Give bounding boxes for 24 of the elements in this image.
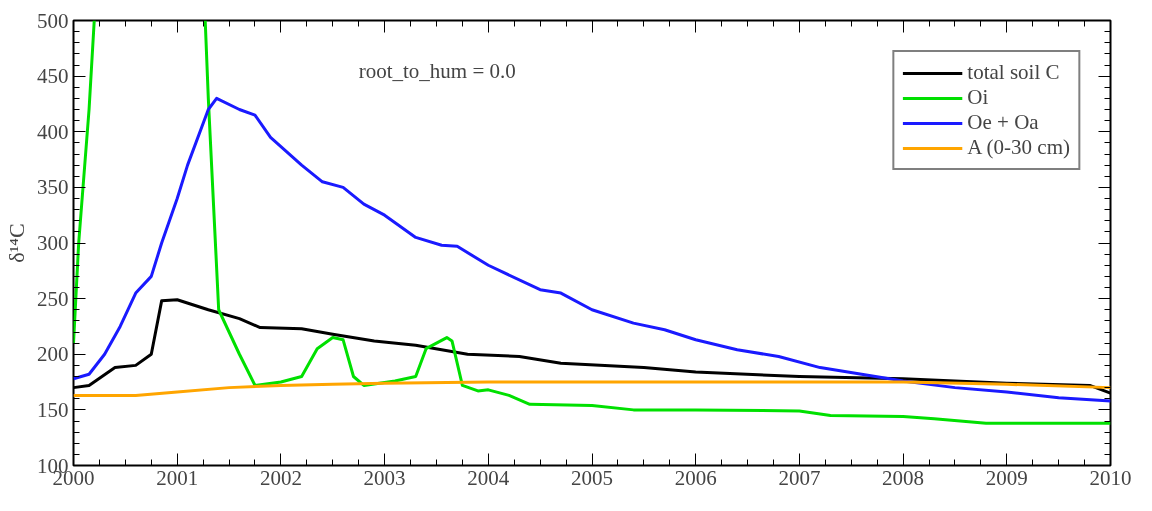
x-tick-label: 2003 — [363, 465, 406, 490]
x-tick-label: 2007 — [778, 465, 821, 490]
x-tick-label: 2002 — [259, 465, 302, 490]
y-tick-label: 150 — [37, 397, 69, 422]
legend-label: Oe + Oa — [967, 110, 1039, 135]
y-tick-label: 350 — [37, 175, 69, 200]
y-tick-label: 450 — [37, 64, 69, 89]
annotation: root_to_hum = 0.0 — [358, 58, 516, 83]
y-tick-label: 300 — [37, 231, 69, 255]
y-axis-title: δ¹⁴C — [4, 223, 29, 263]
legend-label: A (0-30 cm) — [967, 135, 1070, 160]
x-tick-label: 2009 — [985, 465, 1028, 490]
y-tick-label: 500 — [37, 8, 69, 33]
x-tick-label: 2010 — [1089, 465, 1132, 490]
x-tick-label: 2006 — [674, 465, 717, 490]
x-tick-label: 2005 — [571, 465, 613, 490]
y-tick-label: 250 — [37, 286, 69, 311]
y-tick-label: 400 — [37, 119, 69, 144]
legend-label: total soil C — [967, 60, 1060, 85]
x-tick-label: 2004 — [467, 465, 510, 490]
y-tick-label: 200 — [37, 342, 69, 367]
x-tick-label: 2008 — [882, 465, 925, 490]
legend-label: Oi — [967, 85, 989, 110]
x-tick-label: 2001 — [156, 465, 199, 490]
